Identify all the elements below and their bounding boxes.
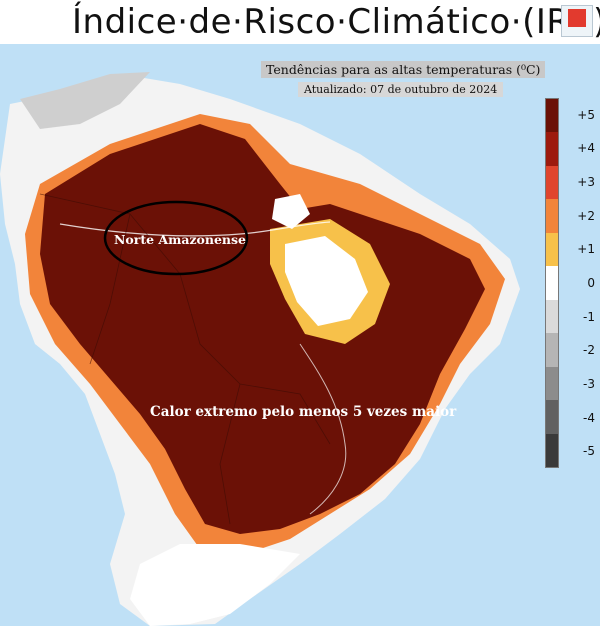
region-ellipse: [103, 200, 249, 276]
legend-tick: +4: [577, 141, 595, 156]
legend-swatch: [546, 433, 558, 467]
legend-tick: -1: [583, 309, 595, 324]
legend-swatch: [546, 165, 558, 200]
extreme-heat-core: [40, 124, 485, 534]
legend-tick: +1: [577, 242, 595, 257]
legend-swatch: [546, 266, 558, 300]
neutral-patch-white: [285, 236, 368, 326]
border: [39, 193, 331, 525]
legend-swatch: [546, 199, 558, 233]
legend-swatch: [546, 132, 558, 166]
legend-tick: -3: [583, 376, 595, 391]
legend-tick: +5: [577, 107, 595, 122]
legend-tick: 0: [587, 276, 595, 290]
logo-icon: [561, 5, 593, 37]
south-white: [130, 544, 300, 626]
legend-swatch: [546, 400, 558, 434]
legend-swatch: [546, 366, 558, 401]
legend-swatch: [546, 232, 558, 267]
legend-labels: +5 +4 +3 +2 +1 0 -1 -2 -3 -4 -5: [555, 98, 595, 468]
color-legend: [545, 98, 559, 468]
map-subtitle: Tendências para as altas temperaturas (⁰…: [261, 61, 546, 78]
legend-tick: -5: [583, 444, 595, 459]
river: [299, 343, 347, 515]
updated-date: Atualizado: 07 de outubro de 2024: [298, 82, 504, 97]
legend-tick: -2: [583, 343, 595, 358]
south-america-map: [0, 72, 520, 626]
north-coast-grey: [20, 72, 150, 129]
north-white-patch: [272, 194, 310, 229]
legend-tick: +2: [577, 208, 595, 223]
heat-label: Calor extremo pelo menos 5 vezes maior: [150, 404, 457, 420]
legend-swatch: [546, 333, 558, 367]
legend-tick: -4: [583, 410, 595, 425]
region-label: Norte Amazonense: [114, 232, 247, 247]
heat-map: [0, 44, 600, 626]
legend-swatch: [546, 99, 558, 133]
page-title: Índice·de·Risco·Climático·(IRC): [72, 2, 600, 42]
legend-tick: +3: [577, 175, 595, 190]
legend-swatch: [546, 299, 558, 334]
